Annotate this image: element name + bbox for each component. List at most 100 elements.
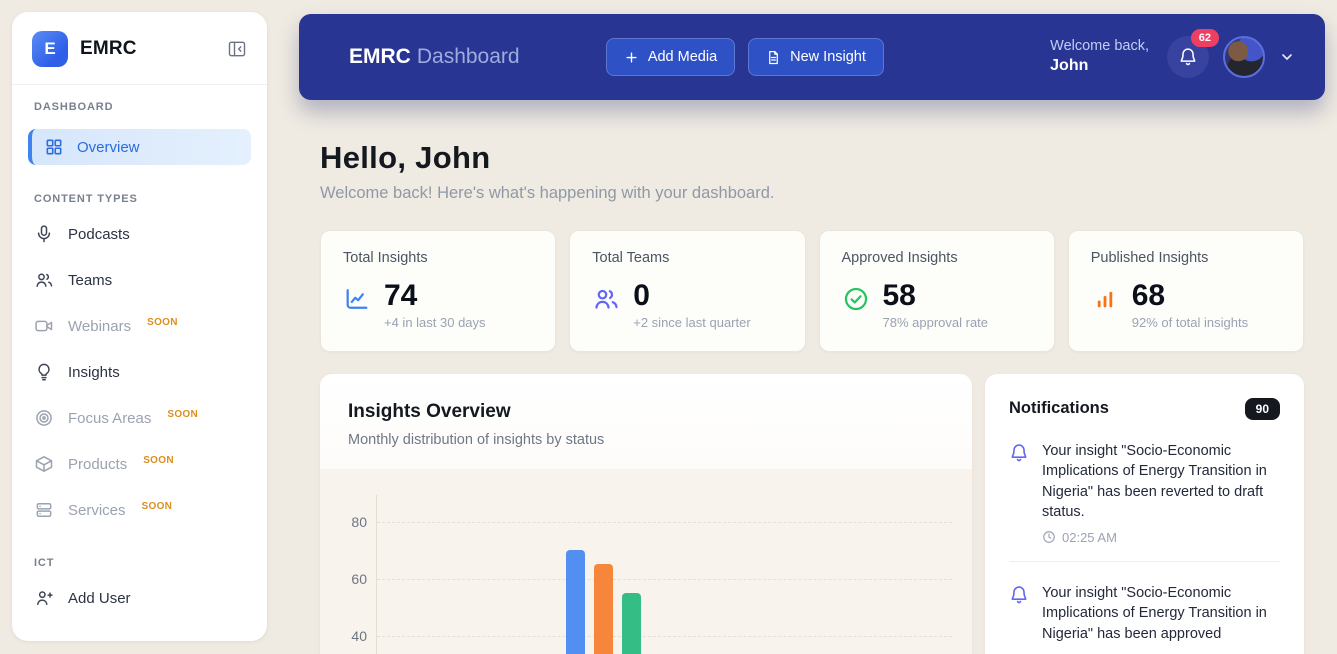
sidebar-item-label: Teams: [68, 271, 113, 289]
chart-area: 80 60 40: [320, 469, 972, 654]
stat-card-published-insights: Published Insights 68 92% of total insig…: [1067, 230, 1304, 352]
stat-value: 68: [1131, 279, 1166, 312]
bar-chart-icon: [1091, 285, 1119, 313]
sidebar-item-podcasts[interactable]: Podcasts: [12, 211, 267, 257]
sidebar-item-insights[interactable]: Insights: [12, 349, 267, 395]
chart-gridline: [377, 578, 952, 580]
chart-gridline: [377, 635, 952, 637]
stats-row: Total Insights 74 +4 in last 30 days Tot…: [320, 230, 1304, 352]
stat-card-total-teams: Total Teams 0 +2 since last quarter: [569, 230, 806, 352]
stat-card-total-insights: Total Insights 74 +4 in last 30 days: [320, 230, 557, 352]
notification-timestamp: 02:25 AM: [1062, 529, 1117, 545]
clock-icon: [1042, 530, 1056, 544]
notifications-bell-button[interactable]: 62: [1167, 29, 1219, 78]
emrc-logo: E: [32, 31, 68, 67]
bell-icon: [1009, 443, 1029, 545]
soon-badge: SOON: [143, 454, 174, 466]
user-name: John: [1050, 57, 1089, 75]
sidebar-item-label: Add User: [68, 589, 131, 607]
chart-bar: [566, 550, 585, 654]
bell-icon: [1009, 585, 1029, 645]
users-icon: [592, 285, 620, 313]
page-subtitle: Welcome back! Here's what's happening wi…: [320, 184, 775, 202]
chart-subtitle: Monthly distribution of insights by stat…: [348, 431, 605, 448]
user-plus-icon: [34, 588, 54, 608]
sidebar-header: E EMRC: [12, 12, 267, 85]
sidebar-item-focus-areas[interactable]: Focus Areas SOON: [12, 395, 267, 441]
sidebar: E EMRC DASHBOARD Overview CONTENT TYPES …: [12, 12, 267, 641]
sidebar-item-label: Insights: [68, 363, 120, 381]
video-camera-icon: [34, 316, 54, 336]
chart-bar: [622, 592, 641, 654]
stat-title: Total Insights: [343, 250, 428, 266]
header-actions: Add Media New Insight: [605, 38, 884, 76]
stat-subtext: +4 in last 30 days: [384, 314, 486, 330]
stat-value: 58: [882, 279, 916, 312]
stat-title: Approved Insights: [841, 250, 958, 266]
microphone-icon: [34, 224, 54, 244]
sidebar-item-webinars[interactable]: Webinars SOON: [12, 303, 267, 349]
sidebar-brand-name: EMRC: [80, 38, 137, 59]
page-title: Hello, John: [320, 140, 491, 175]
notification-count-badge: 62: [1190, 29, 1219, 47]
line-chart-icon: [343, 285, 371, 313]
section-label-ict: ICT: [34, 557, 55, 569]
sidebar-item-overview[interactable]: Overview: [28, 129, 251, 165]
stat-title: Total Teams: [592, 250, 670, 266]
stat-value: 0: [633, 279, 650, 312]
notifications-panel: Notifications 90 Your insight "Socio-Eco…: [985, 373, 1304, 654]
bell-icon: [1178, 47, 1198, 67]
notification-time: 02:25 AM: [1042, 530, 1280, 545]
notification-item[interactable]: Your insight "Socio-Economic Implication…: [1009, 560, 1280, 654]
header-title: EMRC Dashboard: [349, 45, 520, 69]
users-icon: [34, 270, 54, 290]
notifications-title: Notifications: [1009, 399, 1109, 417]
top-header-bar: EMRC Dashboard Add Media New Insight Welc…: [299, 14, 1325, 100]
chevron-down-icon[interactable]: [1279, 49, 1295, 65]
soon-badge: SOON: [147, 316, 178, 328]
soon-badge: SOON: [141, 500, 173, 512]
bottom-row: Insights Overview Monthly distribution o…: [320, 373, 1304, 654]
soon-badge: SOON: [167, 408, 199, 420]
stat-title: Published Insights: [1090, 250, 1209, 266]
lightbulb-icon: [34, 362, 54, 382]
sidebar-item-label: Overview: [77, 138, 140, 156]
new-insight-button[interactable]: New Insight: [748, 38, 884, 76]
header-title-suffix: Dashboard: [416, 45, 520, 68]
target-icon: [34, 408, 54, 428]
header-user-area: Welcome back, John 62: [1050, 29, 1295, 78]
package-icon: [34, 454, 54, 474]
section-label-dashboard: DASHBOARD: [34, 101, 114, 113]
y-axis-tick-label: 60: [351, 570, 367, 587]
header-title-brand: EMRC: [349, 45, 411, 68]
sidebar-item-label: Products: [68, 455, 128, 473]
sidebar-item-products[interactable]: Products SOON: [12, 441, 267, 487]
document-icon: [766, 50, 781, 65]
welcome-text: Welcome back, John: [1050, 37, 1149, 77]
sidebar-item-label: Webinars: [68, 317, 132, 335]
server-icon: [34, 500, 54, 520]
sidebar-item-label: Focus Areas: [68, 409, 152, 427]
new-insight-label: New Insight: [790, 49, 866, 65]
sidebar-item-label: Podcasts: [68, 225, 130, 243]
add-media-button[interactable]: Add Media: [605, 38, 736, 76]
panel-collapse-icon: [227, 39, 247, 59]
stat-subtext: +2 since last quarter: [633, 314, 751, 330]
section-label-content-types: CONTENT TYPES: [34, 193, 138, 205]
notification-item[interactable]: Your insight "Socio-Economic Implication…: [1009, 420, 1280, 561]
sidebar-item-teams[interactable]: Teams: [12, 257, 267, 303]
notification-text: Your insight "Socio-Economic Implication…: [1042, 584, 1267, 642]
stat-subtext: 78% approval rate: [882, 314, 989, 330]
avatar[interactable]: [1223, 36, 1265, 78]
sidebar-collapse-button[interactable]: [227, 39, 247, 59]
chart-card-header: Insights Overview Monthly distribution o…: [320, 373, 972, 469]
main-content: Hello, John Welcome back! Here's what's …: [299, 100, 1325, 654]
chart-bar: [594, 564, 613, 654]
y-axis-tick-label: 40: [351, 627, 367, 644]
sidebar-item-services[interactable]: Services SOON: [12, 487, 267, 533]
plus-icon: [624, 50, 639, 65]
chart-title: Insights Overview: [348, 400, 511, 422]
sidebar-item-add-user[interactable]: Add User: [12, 575, 267, 621]
stat-card-approved-insights: Approved Insights 58 78% approval rate: [818, 230, 1055, 352]
logo-letter: E: [44, 39, 56, 58]
